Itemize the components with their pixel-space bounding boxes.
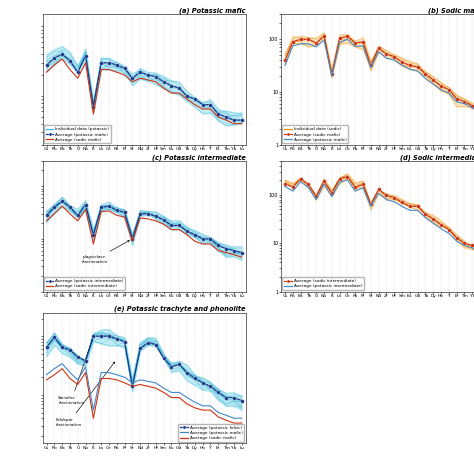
Legend: Average (sodic intermediate), Average (potassic intermediate): Average (sodic intermediate), Average (p… xyxy=(283,277,364,290)
Text: (d) Sodic intermediate: (d) Sodic intermediate xyxy=(400,154,474,161)
Text: Sanidine
fractionation: Sanidine fractionation xyxy=(58,339,92,405)
Text: (b) Sodic mafic: (b) Sodic mafic xyxy=(428,7,474,14)
Text: plagioclase
fractionation: plagioclase fractionation xyxy=(82,241,129,264)
Legend: Individual data (sodic), Average (sodic mafic), Average (potassic mafic): Individual data (sodic), Average (sodic … xyxy=(283,126,348,143)
Legend: Average (potassic felsic), Average (potassic mafic), Average (sodic mafic): Average (potassic felsic), Average (pota… xyxy=(178,424,244,442)
Legend: Average (potassic intermediate), Average (sodic intermediate): Average (potassic intermediate), Average… xyxy=(44,277,125,290)
Legend: Individual data (potassic), Average (potassic mafic), Average (sodic mafic): Individual data (potassic), Average (pot… xyxy=(44,126,111,143)
Text: (e) Potassic trachyte and phonolite: (e) Potassic trachyte and phonolite xyxy=(114,306,246,312)
Text: Feldspar
fractionation: Feldspar fractionation xyxy=(56,362,115,427)
Text: (c) Potassic intermediate: (c) Potassic intermediate xyxy=(152,154,246,161)
Text: (a) Potassic mafic: (a) Potassic mafic xyxy=(179,7,246,14)
